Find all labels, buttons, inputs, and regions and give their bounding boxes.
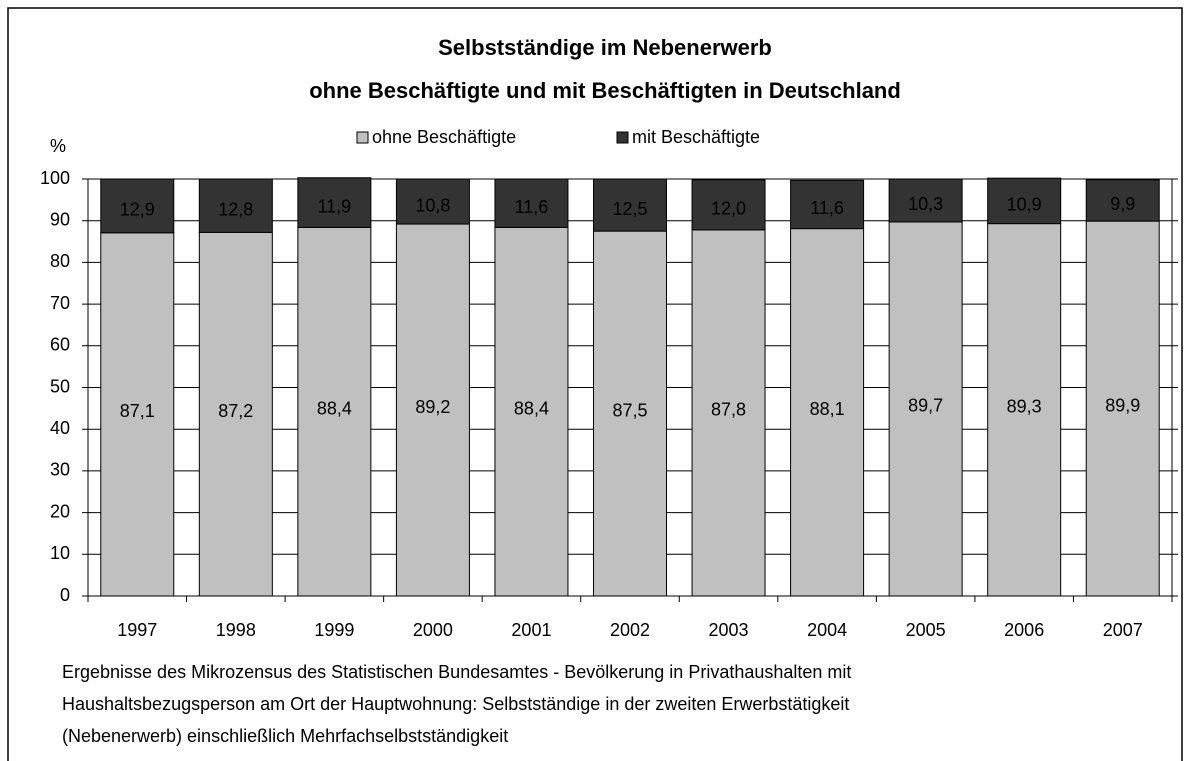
data-label: 87,8: [711, 400, 746, 420]
footnote: (Nebenerwerb) einschließlich Mehrfachsel…: [62, 726, 508, 746]
y-tick-label: 50: [50, 376, 70, 396]
y-axis-label: %: [50, 136, 66, 156]
data-label: 12,8: [218, 199, 253, 219]
data-label: 11,6: [515, 197, 549, 217]
bar-segment: [198, 231, 273, 597]
bar-segment: [593, 178, 667, 232]
bar-segment: [297, 226, 372, 597]
data-label: 10,8: [415, 195, 450, 215]
data-label: 88,1: [810, 399, 845, 419]
bar-segment: [987, 177, 1062, 225]
x-tick-label: 2001: [511, 620, 551, 640]
x-tick-label: 2007: [1103, 620, 1143, 640]
bar-segment: [593, 230, 667, 597]
bar-segment: [494, 226, 569, 597]
bar-segment: [1085, 179, 1160, 222]
x-tick-label: 2000: [413, 620, 453, 640]
bar-segment: [100, 232, 175, 597]
data-label: 12,0: [711, 199, 746, 219]
x-tick-label: 2006: [1004, 620, 1044, 640]
bar-segment: [790, 179, 865, 230]
y-tick-label: 90: [50, 209, 70, 229]
bar-segment: [198, 178, 273, 233]
bar-segment: [987, 223, 1062, 597]
bar-segment: [790, 228, 865, 597]
bar-segment: [395, 223, 470, 597]
bar-segment: [494, 178, 569, 228]
y-tick-label: 20: [50, 501, 70, 521]
footnote: Haushaltsbezugsperson am Ort der Hauptwo…: [62, 694, 849, 714]
data-label: 11,6: [810, 198, 844, 218]
data-label: 89,2: [415, 397, 450, 417]
bar-segment: [297, 177, 372, 228]
x-tick-label: 2003: [709, 620, 749, 640]
data-label: 10,3: [908, 194, 943, 214]
y-tick-label: 70: [50, 293, 70, 313]
chart-subtitle: ohne Beschäftigte und mit Beschäftigten …: [309, 78, 901, 103]
data-label: 9,9: [1110, 194, 1135, 214]
bar-segment: [888, 178, 963, 223]
legend-label: ohne Beschäftigte: [372, 127, 516, 147]
x-tick-label: 1998: [216, 620, 256, 640]
data-label: 88,4: [514, 398, 549, 418]
x-tick-label: 2002: [610, 620, 650, 640]
legend-swatch: [616, 131, 629, 144]
y-tick-label: 40: [50, 418, 70, 438]
legend-label: mit Beschäftigte: [632, 127, 760, 147]
data-label: 89,3: [1007, 397, 1042, 417]
x-tick-label: 1997: [117, 620, 157, 640]
x-tick-label: 1999: [314, 620, 354, 640]
data-label: 12,9: [120, 200, 155, 220]
data-label: 11,9: [318, 196, 352, 216]
data-label: 89,9: [1105, 395, 1140, 415]
data-label: 87,2: [218, 401, 253, 421]
data-label: 89,7: [908, 396, 943, 416]
bar-segment: [395, 178, 470, 225]
footnote: Ergebnisse des Mikrozensus des Statistis…: [62, 662, 851, 682]
bar-segment: [691, 179, 766, 231]
x-tick-label: 2004: [807, 620, 847, 640]
data-label: 12,5: [612, 199, 647, 219]
data-label: 10,9: [1007, 195, 1042, 215]
data-label: 87,1: [120, 401, 155, 421]
x-tick-label: 2005: [906, 620, 946, 640]
data-label: 87,5: [612, 400, 647, 420]
y-tick-label: 0: [60, 585, 70, 605]
bar-segment: [1085, 220, 1160, 597]
bar-segment: [691, 229, 766, 597]
bar-segment: [100, 178, 175, 234]
chart-frame: [7, 7, 1183, 761]
y-tick-label: 60: [50, 335, 70, 355]
data-label: 88,4: [317, 398, 352, 418]
chart-title: Selbstständige im Nebenerwerb: [438, 35, 772, 60]
y-tick-label: 80: [50, 251, 70, 271]
legend-swatch: [356, 131, 369, 144]
y-tick-label: 10: [50, 543, 70, 563]
y-tick-label: 30: [50, 460, 70, 480]
y-tick-label: 100: [40, 168, 70, 188]
